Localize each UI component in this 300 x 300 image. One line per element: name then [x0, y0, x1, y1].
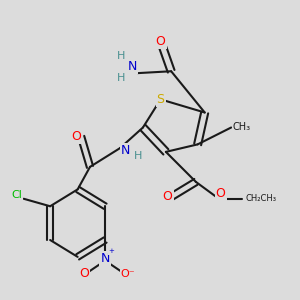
Text: O⁻: O⁻	[121, 269, 135, 279]
Text: H: H	[134, 152, 142, 161]
Text: CH₃: CH₃	[233, 122, 251, 133]
Text: O: O	[79, 267, 89, 280]
Text: H: H	[116, 73, 125, 82]
Text: O: O	[216, 187, 226, 200]
Text: N: N	[121, 143, 130, 157]
Text: N: N	[128, 60, 137, 73]
Text: N: N	[100, 252, 110, 265]
Text: CH₂CH₃: CH₂CH₃	[246, 194, 277, 203]
Text: +: +	[109, 248, 114, 254]
Text: S: S	[157, 93, 165, 106]
Text: O: O	[156, 35, 166, 48]
Text: Cl: Cl	[11, 190, 22, 200]
Text: H: H	[116, 51, 125, 61]
Text: O: O	[71, 130, 81, 143]
Text: O: O	[163, 190, 172, 203]
